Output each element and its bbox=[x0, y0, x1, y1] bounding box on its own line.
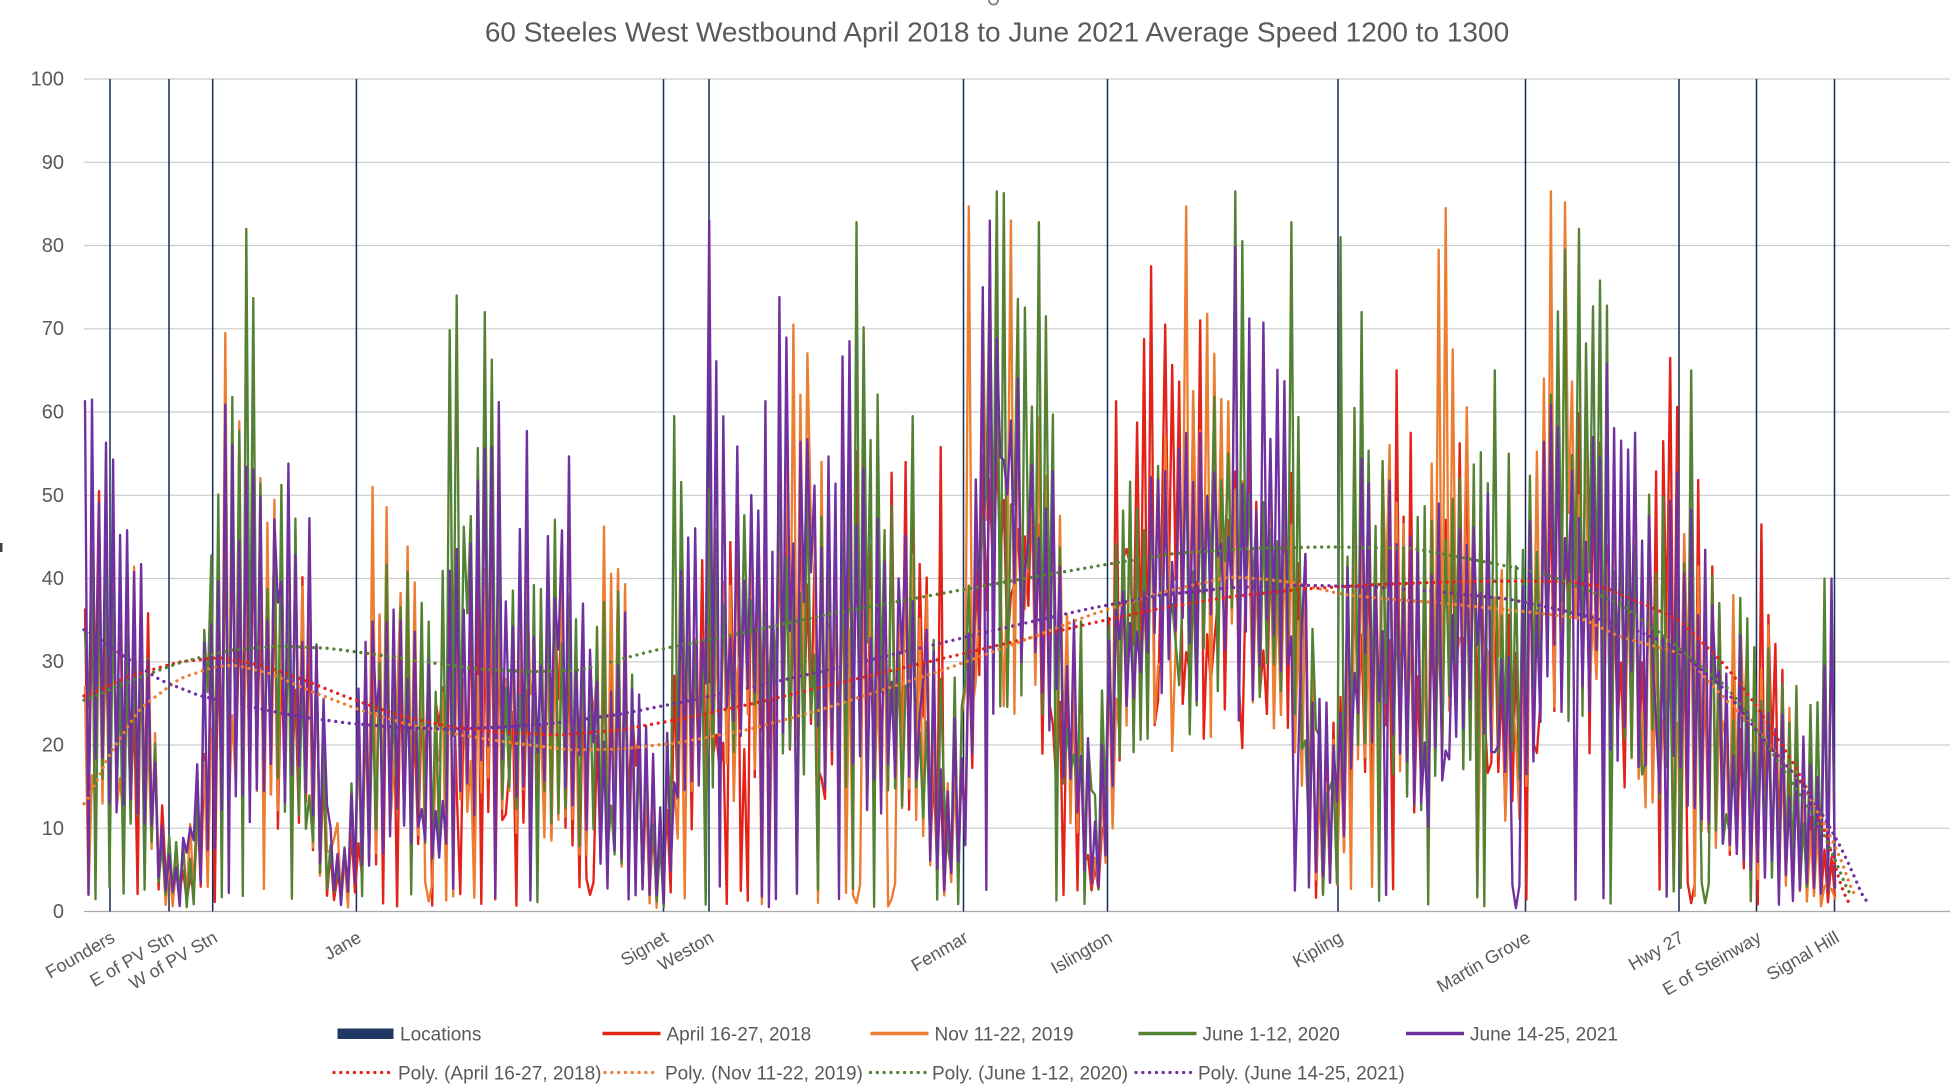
svg-text:Poly. (June 1-12, 2020): Poly. (June 1-12, 2020) bbox=[932, 1064, 1128, 1085]
svg-text:40: 40 bbox=[42, 568, 64, 590]
svg-text:50: 50 bbox=[42, 485, 64, 507]
svg-text:80: 80 bbox=[42, 235, 64, 257]
svg-text:Locations: Locations bbox=[400, 1025, 481, 1046]
svg-text:0: 0 bbox=[53, 901, 64, 923]
svg-text:30: 30 bbox=[42, 651, 64, 673]
svg-text:100: 100 bbox=[31, 69, 64, 91]
svg-text:June 14-25, 2021: June 14-25, 2021 bbox=[1470, 1025, 1618, 1046]
svg-text:10: 10 bbox=[42, 818, 64, 840]
svg-text:April 16-27, 2018: April 16-27, 2018 bbox=[667, 1025, 812, 1046]
svg-text:70: 70 bbox=[42, 318, 64, 340]
svg-text:90: 90 bbox=[42, 152, 64, 174]
svg-text:60 Steeles West Westbound Apri: 60 Steeles West Westbound April 2018 to … bbox=[485, 17, 1509, 48]
svg-text:Poly. (June 14-25, 2021): Poly. (June 14-25, 2021) bbox=[1198, 1064, 1405, 1085]
svg-text:June 1-12, 2020: June 1-12, 2020 bbox=[1203, 1025, 1340, 1046]
svg-text:Poly. (April 16-27, 2018): Poly. (April 16-27, 2018) bbox=[398, 1064, 601, 1085]
svg-text:60: 60 bbox=[42, 402, 64, 424]
svg-text:20: 20 bbox=[42, 735, 64, 757]
svg-text:Poly. (Nov 11-22, 2019): Poly. (Nov 11-22, 2019) bbox=[665, 1064, 863, 1085]
svg-text:Nov 11-22, 2019: Nov 11-22, 2019 bbox=[935, 1025, 1074, 1046]
